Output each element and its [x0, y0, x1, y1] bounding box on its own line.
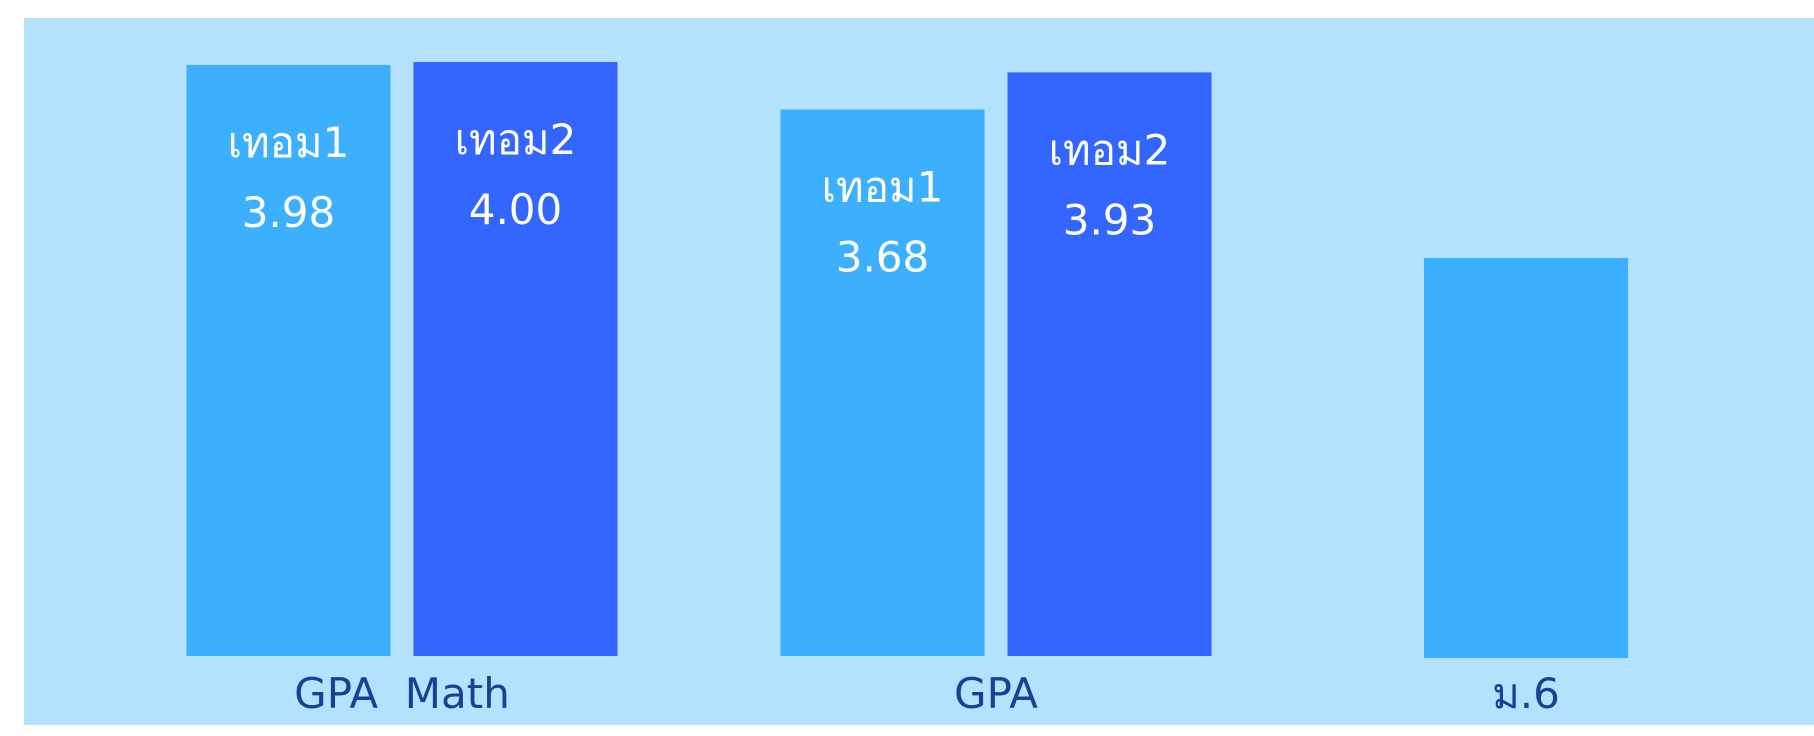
- bar-m6: [1424, 258, 1628, 658]
- category-label-0: GPA Math: [294, 669, 510, 718]
- labels-layer: เทอม1 3.98 เทอม2 4.00 เทอม1 3.68 เทอม2 3.93: [228, 115, 1171, 282]
- bars-layer: [186, 62, 1628, 658]
- bar-value-1-1: 3.93: [1063, 195, 1157, 244]
- category-label-1: GPA: [954, 669, 1038, 718]
- bar-0-0: [186, 64, 391, 657]
- bar-label-1-1: เทอม2: [1049, 125, 1171, 174]
- bar-label-0-0: เทอม1: [228, 118, 350, 167]
- bar-0-1: [413, 62, 618, 656]
- bar-value-1-0: 3.68: [836, 233, 930, 282]
- bar-1-1: [1007, 72, 1212, 656]
- category-labels-layer: GPA Math GPA ม.6: [294, 669, 1560, 718]
- bar-value-0-1: 4.00: [469, 185, 563, 234]
- bar-label-0-1: เทอม2: [455, 115, 577, 164]
- bar-label-1-0: เทอม1: [822, 163, 944, 212]
- category-label-2: ม.6: [1492, 669, 1560, 718]
- bar-value-0-0: 3.98: [242, 188, 336, 237]
- bar-1-0: [780, 109, 985, 656]
